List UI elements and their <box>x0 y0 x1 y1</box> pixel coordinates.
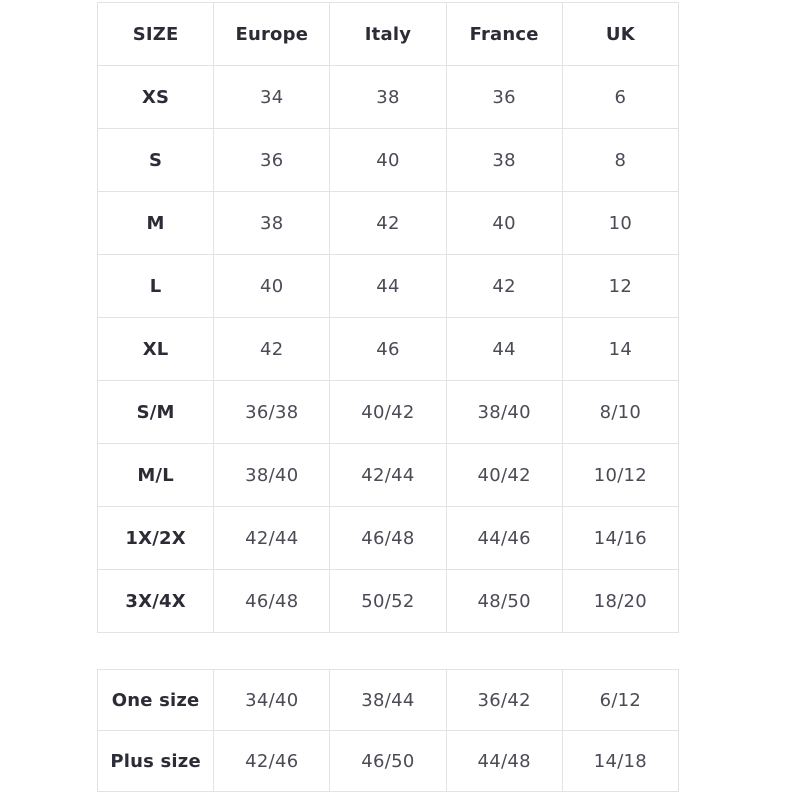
row-label: L <box>96 254 215 318</box>
table-row-xl: XL 42 46 44 14 <box>96 317 680 381</box>
cell-italy: 50/52 <box>329 569 447 633</box>
row-label: 3X/4X <box>96 569 215 633</box>
cell-europe: 40 <box>213 254 331 318</box>
cell-uk: 10/12 <box>561 443 680 507</box>
cell-france: 42 <box>445 254 563 318</box>
row-label: 1X/2X <box>96 506 215 570</box>
cell-europe: 36 <box>213 128 331 192</box>
cell-italy: 42/44 <box>329 443 447 507</box>
table-row-m-l: M/L 38/40 42/44 40/42 10/12 <box>96 443 680 507</box>
row-label: XL <box>96 317 215 381</box>
cell-europe: 42/44 <box>213 506 331 570</box>
cell-uk: 6/12 <box>561 669 680 731</box>
cell-italy: 46/50 <box>329 730 447 792</box>
cell-europe: 38/40 <box>213 443 331 507</box>
cell-europe: 38 <box>213 191 331 255</box>
cell-uk: 10 <box>561 191 680 255</box>
cell-europe: 34 <box>213 65 331 129</box>
table-header-row: SIZE Europe Italy France UK <box>96 2 680 66</box>
cell-italy: 42 <box>329 191 447 255</box>
table-row-s: S 36 40 38 8 <box>96 128 680 192</box>
cell-uk: 8/10 <box>561 380 680 444</box>
row-label: S/M <box>96 380 215 444</box>
table-row-m: M 38 42 40 10 <box>96 191 680 255</box>
row-label: XS <box>96 65 215 129</box>
cell-italy: 44 <box>329 254 447 318</box>
cell-france: 48/50 <box>445 569 563 633</box>
cell-uk: 14/16 <box>561 506 680 570</box>
cell-france: 36/42 <box>445 669 563 731</box>
row-label: Plus size <box>96 730 215 792</box>
cell-france: 38 <box>445 128 563 192</box>
cell-france: 44/46 <box>445 506 563 570</box>
cell-france: 40/42 <box>445 443 563 507</box>
cell-europe: 46/48 <box>213 569 331 633</box>
size-conversion-table: SIZE Europe Italy France UK XS 34 38 36 … <box>96 2 680 633</box>
cell-europe: 34/40 <box>213 669 331 731</box>
cell-italy: 46/48 <box>329 506 447 570</box>
column-header-europe: Europe <box>213 2 331 66</box>
cell-france: 38/40 <box>445 380 563 444</box>
row-label: One size <box>96 669 215 731</box>
cell-uk: 6 <box>561 65 680 129</box>
cell-europe: 42 <box>213 317 331 381</box>
row-label: S <box>96 128 215 192</box>
cell-italy: 40/42 <box>329 380 447 444</box>
cell-france: 44 <box>445 317 563 381</box>
table-row-one-size: One size 34/40 38/44 36/42 6/12 <box>96 669 680 731</box>
cell-france: 40 <box>445 191 563 255</box>
column-header-size: SIZE <box>96 2 215 66</box>
table-row-s-m: S/M 36/38 40/42 38/40 8/10 <box>96 380 680 444</box>
cell-uk: 14/18 <box>561 730 680 792</box>
cell-italy: 38 <box>329 65 447 129</box>
column-header-italy: Italy <box>329 2 447 66</box>
cell-uk: 12 <box>561 254 680 318</box>
cell-france: 36 <box>445 65 563 129</box>
table-row-3x-4x: 3X/4X 46/48 50/52 48/50 18/20 <box>96 569 680 633</box>
column-header-france: France <box>445 2 563 66</box>
cell-france: 44/48 <box>445 730 563 792</box>
cell-uk: 8 <box>561 128 680 192</box>
cell-europe: 42/46 <box>213 730 331 792</box>
row-label: M <box>96 191 215 255</box>
cell-europe: 36/38 <box>213 380 331 444</box>
special-sizes-table: One size 34/40 38/44 36/42 6/12 Plus siz… <box>96 669 680 792</box>
table-row-plus-size: Plus size 42/46 46/50 44/48 14/18 <box>96 730 680 792</box>
column-header-uk: UK <box>561 2 680 66</box>
cell-uk: 18/20 <box>561 569 680 633</box>
table-row-1x-2x: 1X/2X 42/44 46/48 44/46 14/16 <box>96 506 680 570</box>
table-row-xs: XS 34 38 36 6 <box>96 65 680 129</box>
row-label: M/L <box>96 443 215 507</box>
cell-italy: 40 <box>329 128 447 192</box>
table-row-l: L 40 44 42 12 <box>96 254 680 318</box>
cell-italy: 38/44 <box>329 669 447 731</box>
cell-uk: 14 <box>561 317 680 381</box>
cell-italy: 46 <box>329 317 447 381</box>
